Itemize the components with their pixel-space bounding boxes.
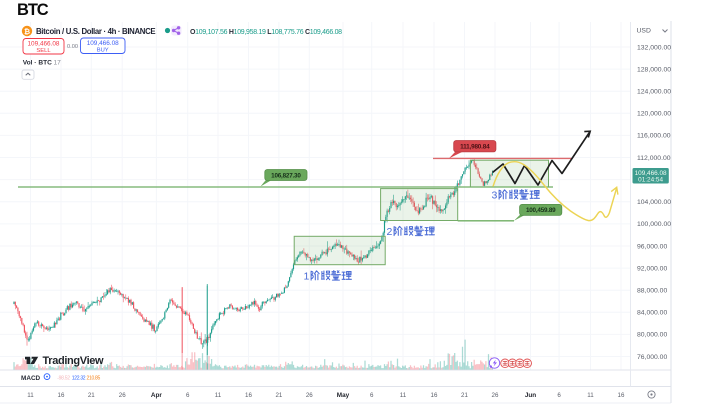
svg-text:17: 17 (54, 59, 62, 66)
svg-text:116,000.00: 116,000.00 (637, 133, 671, 140)
svg-text:210.85: 210.85 (87, 375, 101, 381)
svg-text:109,466.08: 109,466.08 (635, 170, 667, 177)
svg-text:Jun: Jun (525, 392, 536, 399)
svg-text:16: 16 (431, 392, 438, 399)
svg-text:109,466.08: 109,466.08 (28, 40, 60, 47)
svg-text:26: 26 (306, 392, 313, 399)
svg-text:21: 21 (275, 392, 282, 399)
svg-text:112,000.00: 112,000.00 (637, 155, 671, 162)
svg-text:TradingView: TradingView (43, 355, 105, 367)
svg-text:104,000.00: 104,000.00 (637, 199, 671, 206)
svg-text:16: 16 (618, 392, 625, 399)
svg-text:USD: USD (637, 28, 651, 35)
svg-text:16: 16 (58, 392, 65, 399)
svg-text:11: 11 (27, 392, 34, 399)
svg-text:0.00: 0.00 (67, 44, 78, 50)
svg-text:111,980.84: 111,980.84 (460, 144, 490, 151)
svg-text:Apr: Apr (151, 392, 163, 399)
svg-text:11: 11 (587, 392, 594, 399)
svg-text:26: 26 (492, 392, 499, 399)
svg-text:Bitcoin / U.S. Dollar · 4h · B: Bitcoin / U.S. Dollar · 4h · BINANCE (36, 27, 155, 36)
svg-text:₿: ₿ (24, 27, 30, 36)
svg-text:6: 6 (370, 392, 374, 399)
svg-text:132,000.00: 132,000.00 (637, 44, 671, 51)
svg-text:106,827.30: 106,827.30 (271, 172, 301, 179)
svg-text:2: 2 (387, 226, 393, 238)
svg-text:11: 11 (215, 392, 222, 399)
svg-text:26: 26 (119, 392, 126, 399)
svg-text:88,000.00: 88,000.00 (637, 288, 667, 295)
svg-text:1: 1 (304, 271, 310, 283)
svg-text:16: 16 (245, 392, 252, 399)
svg-text:21: 21 (88, 392, 95, 399)
svg-text:3: 3 (492, 190, 498, 202)
svg-text:-98.52: -98.52 (57, 375, 70, 381)
svg-text:124,000.00: 124,000.00 (637, 89, 671, 96)
svg-text:76,000.00: 76,000.00 (637, 354, 667, 361)
svg-text:01:24:54: 01:24:54 (638, 177, 663, 184)
svg-text:11: 11 (400, 392, 407, 399)
svg-text:100,000.00: 100,000.00 (637, 221, 671, 228)
svg-text:96,000.00: 96,000.00 (637, 243, 667, 250)
svg-text:MACD: MACD (21, 375, 41, 382)
svg-text:92,000.00: 92,000.00 (637, 265, 667, 272)
svg-text:Vol · BTC: Vol · BTC (23, 59, 52, 66)
svg-text:BUY: BUY (97, 47, 109, 53)
svg-text:6: 6 (186, 392, 190, 399)
svg-text:SELL: SELL (36, 48, 51, 54)
svg-text:80,000.00: 80,000.00 (637, 332, 667, 339)
svg-text:6: 6 (557, 392, 561, 399)
svg-text:109,466.08: 109,466.08 (87, 40, 119, 47)
svg-text:O109,107.56 H109,958.19 L108,7: O109,107.56 H109,958.19 L108,775.76 C109… (190, 29, 342, 36)
svg-text:100,459.89: 100,459.89 (526, 207, 556, 214)
svg-text:122.32: 122.32 (72, 375, 86, 381)
svg-text:May: May (337, 392, 350, 399)
svg-text:128,000.00: 128,000.00 (637, 66, 671, 73)
svg-text:21: 21 (461, 392, 468, 399)
svg-text:84,000.00: 84,000.00 (637, 310, 667, 317)
svg-text:120,000.00: 120,000.00 (637, 111, 671, 118)
